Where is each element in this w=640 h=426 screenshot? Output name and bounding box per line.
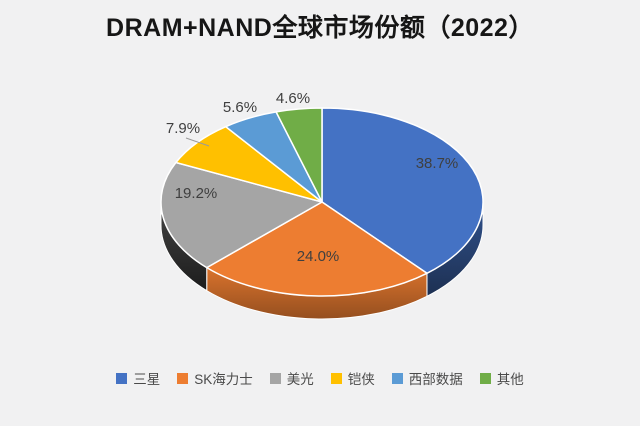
legend-swatch-kioxia (330, 372, 342, 384)
chart-title: DRAM+NAND全球市场份额（2022） (106, 14, 534, 42)
chart-legend: 三星 SK海力士 美光 铠侠 西部数据 其他 (0, 368, 640, 388)
pie-label-other: 4.6% (276, 90, 310, 107)
pie-slice-samsung (321, 107, 484, 275)
legend-swatch-western-digital (391, 372, 403, 384)
legend-item-micron: 美光 (269, 368, 314, 388)
legend-label-other: 其他 (496, 372, 524, 387)
legend-item-other: 其他 (479, 368, 524, 388)
pie-leader-line-kioxia (185, 137, 210, 147)
pie-slice-sk-hynix (205, 201, 428, 297)
legend-item-sk-hynix: SK海力士 (177, 368, 253, 388)
pie-label-samsung: 38.7% (416, 155, 459, 172)
legend-label-kioxia: 铠侠 (347, 372, 375, 387)
pie-label-kioxia: 7.9% (166, 120, 200, 137)
pie-slice-other (275, 107, 323, 203)
legend-label-micron: 美光 (286, 372, 314, 387)
pie-slice-micron (160, 161, 323, 269)
pie-label-western-digital: 5.6% (223, 99, 257, 116)
legend-label-western-digital: 西部数据 (408, 372, 463, 387)
pie-label-sk-hynix: 24.0% (297, 248, 340, 265)
legend-label-samsung: 三星 (133, 372, 161, 387)
legend-swatch-micron (269, 372, 281, 384)
pie-label-micron: 19.2% (175, 185, 218, 202)
legend-swatch-sk-hynix (177, 372, 189, 384)
legend-item-kioxia: 铠侠 (330, 368, 375, 388)
legend-item-western-digital: 西部数据 (391, 368, 463, 388)
legend-item-samsung: 三星 (116, 368, 160, 388)
legend-swatch-other (479, 372, 491, 384)
legend-label-sk-hynix: SK海力士 (194, 372, 253, 387)
legend-swatch-samsung (116, 372, 128, 384)
